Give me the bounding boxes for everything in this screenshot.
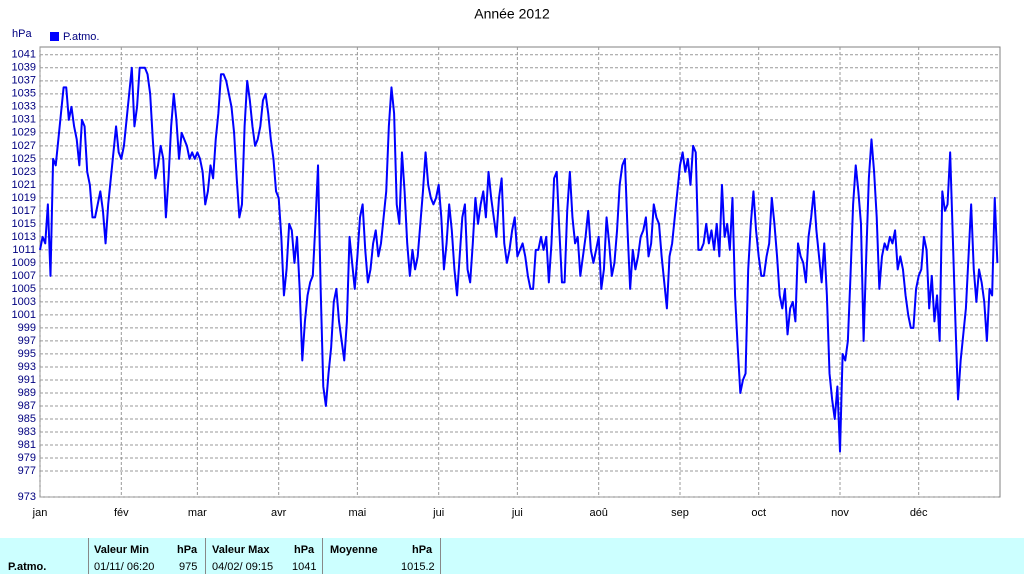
- y-tick-label: 977: [18, 465, 36, 477]
- y-tick-label: 1011: [12, 244, 36, 256]
- y-tick-label: 1007: [12, 270, 36, 282]
- x-tick-label: mai: [349, 507, 367, 519]
- y-tick-label: 1009: [12, 257, 36, 269]
- separator: [88, 538, 89, 574]
- col-header: Valeur Max: [212, 544, 270, 556]
- separator: [440, 538, 441, 574]
- x-tick-label: jui: [511, 507, 523, 519]
- y-tick-label: 979: [18, 452, 36, 464]
- y-tick-label: 1015: [12, 218, 36, 230]
- line-series: [39, 66, 999, 453]
- col-header: Moyenne: [330, 544, 378, 556]
- y-tick-label: 1035: [12, 88, 36, 100]
- x-tick-label: avr: [271, 507, 287, 519]
- row-label: P.atmo.: [8, 561, 47, 573]
- y-tick-label: 1023: [12, 166, 36, 178]
- x-tick-label: aoû: [590, 507, 608, 519]
- col-unit: hPa: [177, 544, 198, 556]
- x-tick-label: jan: [32, 507, 48, 519]
- x-tick-label: déc: [910, 507, 928, 519]
- summary-table: P.atmo. Valeur Min hPa 01/11/ 06:20 975 …: [0, 538, 1024, 574]
- y-tick-label: 1029: [12, 127, 36, 139]
- y-tick-label: 1019: [12, 192, 36, 204]
- chart: Année 2012 hPa P.atmo. 97397797998198398…: [12, 6, 1001, 519]
- y-tick-label: 997: [18, 335, 36, 347]
- separator: [322, 538, 323, 574]
- y-tick-label: 1001: [12, 309, 36, 321]
- chart-title: Année 2012: [474, 6, 550, 22]
- col-value: 975: [179, 561, 198, 573]
- col-date: 01/11/ 06:20: [94, 561, 155, 573]
- y-tick-label: 1017: [12, 205, 36, 217]
- y-tick-label: 1037: [12, 75, 36, 87]
- x-tick-label: jui: [432, 507, 444, 519]
- y-tick-label: 1005: [12, 283, 36, 295]
- y-tick-label: 991: [18, 374, 36, 386]
- col-value: 1041: [292, 561, 317, 573]
- x-tick-label: sep: [671, 507, 689, 519]
- x-tick-label: mar: [188, 507, 207, 519]
- y-tick-label: 1031: [12, 114, 36, 126]
- y-tick-label: 993: [18, 361, 36, 373]
- y-tick-label: 1025: [12, 153, 36, 165]
- y-tick-label: 981: [18, 439, 36, 451]
- col-date: 04/02/ 09:15: [212, 561, 274, 573]
- y-tick-label: 1033: [12, 101, 36, 113]
- y-tick-label: 973: [18, 491, 36, 503]
- x-tick-label: nov: [831, 507, 849, 519]
- y-tick-label: 1003: [12, 296, 36, 308]
- y-tick-label: 1013: [12, 231, 36, 243]
- y-axis-label: hPa: [12, 28, 32, 40]
- y-tick-label: 983: [18, 426, 36, 438]
- legend-label: P.atmo.: [63, 31, 100, 43]
- y-tick-label: 989: [18, 387, 36, 399]
- col-value: 1015.2: [401, 561, 435, 573]
- y-tick-label: 999: [18, 322, 36, 334]
- col-header: Valeur Min: [94, 544, 150, 556]
- separator: [205, 538, 206, 574]
- x-tick-label: oct: [751, 507, 766, 519]
- y-tick-label: 985: [18, 413, 36, 425]
- y-tick-label: 987: [18, 400, 36, 412]
- y-tick-label: 1027: [12, 140, 36, 152]
- y-tick-label: 1039: [12, 62, 36, 74]
- plot-area: [39, 46, 1001, 498]
- y-tick-label: 995: [18, 348, 36, 360]
- x-tick-label: fév: [114, 507, 129, 519]
- col-unit: hPa: [412, 544, 433, 556]
- y-tick-label: 1021: [12, 179, 36, 191]
- col-unit: hPa: [294, 544, 315, 556]
- y-tick-label: 1041: [12, 49, 36, 61]
- legend-swatch: [50, 32, 59, 41]
